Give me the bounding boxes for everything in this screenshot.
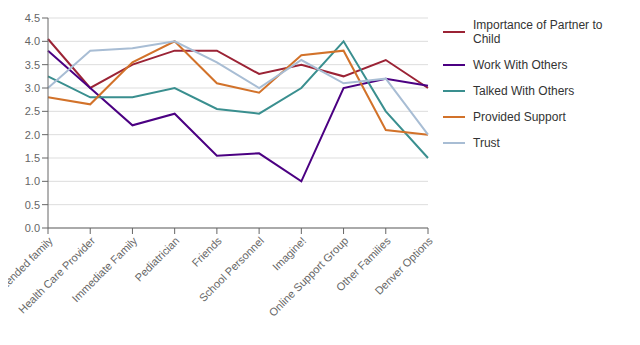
html-text:Trust: Trust (473, 136, 500, 150)
svg-text:2.5: 2.5 (25, 105, 40, 117)
html-text:Importance of Partner to Child: Importance of Partner to Child (473, 18, 603, 46)
svg-text:3.5: 3.5 (25, 59, 40, 71)
svg-text:0.0: 0.0 (25, 222, 40, 234)
html-text:Talked With Others: Talked With Others (473, 84, 575, 98)
svg-text:Imagine!: Imagine! (270, 234, 308, 272)
svg-text:1.0: 1.0 (25, 175, 40, 187)
svg-text:1.5: 1.5 (25, 152, 40, 164)
svg-text:Denver Options: Denver Options (372, 234, 435, 297)
svg-text:0.5: 0.5 (25, 199, 40, 211)
svg-text:4.0: 4.0 (25, 35, 40, 47)
svg-text:2.0: 2.0 (25, 129, 40, 141)
svg-text:Other Families: Other Families (333, 234, 393, 294)
svg-text:Friends: Friends (189, 234, 224, 269)
svg-text:Online Support Group: Online Support Group (266, 234, 350, 318)
svg-text:School Personnel: School Personnel (197, 234, 266, 303)
html-text:Provided Support: Provided Support (473, 110, 566, 124)
svg-text:Health Care Provider: Health Care Provider (16, 234, 97, 315)
svg-text:Immediate Family: Immediate Family (70, 234, 140, 304)
svg-text:Pediatrician: Pediatrician (132, 234, 181, 283)
svg-text:4.5: 4.5 (25, 12, 40, 24)
svg-text:3.0: 3.0 (25, 82, 40, 94)
html-text:Work With Others: Work With Others (473, 58, 568, 72)
